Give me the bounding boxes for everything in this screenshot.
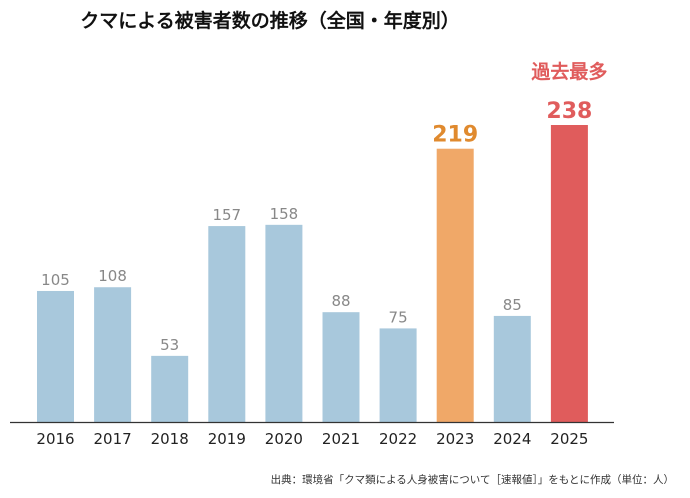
bar-2021 [322,312,360,422]
bar-2017 [94,287,132,422]
bar-2023 [436,148,474,422]
x-tick-2023: 2023 [436,430,474,448]
bar-chart: 105 2016 108 2017 53 2018 157 2019 158 2020 88 2021… [10,60,614,448]
x-tick-2019: 2019 [208,430,246,448]
value-label-2019: 157 [212,206,241,224]
value-label-2021: 88 [331,292,350,310]
x-tick-2021: 2021 [322,430,360,448]
x-tick-2017: 2017 [94,430,132,448]
value-label-2025: 238 [546,99,592,124]
bar-2019 [208,226,246,422]
value-label-2016: 105 [41,271,70,289]
x-tick-2022: 2022 [379,430,417,448]
x-tick-2016: 2016 [36,430,74,448]
chart-title: クマによる被害者数の推移（全国・年度別） [80,10,460,32]
bar-2024 [493,315,531,422]
value-label-2023: 219 [432,123,478,148]
bar-2022 [379,328,417,422]
value-label-2024: 85 [503,296,522,314]
value-label-2020: 158 [270,205,299,223]
x-tick-2018: 2018 [151,430,189,448]
x-tick-2020: 2020 [265,430,303,448]
bar-2020 [265,224,303,422]
source-note: 出典：環境省「クマ類による人身被害について［速報値］」をもとに作成（単位：人） [270,474,674,486]
x-tick-2025: 2025 [550,430,588,448]
bar-2018 [151,355,189,422]
value-label-2022: 75 [389,308,408,326]
bar-2025 [550,125,588,422]
x-tick-2024: 2024 [493,430,531,448]
bar-2016 [37,290,74,422]
annotation-record-high: 過去最多 [531,60,607,83]
value-label-2018: 53 [160,336,179,354]
value-label-2017: 108 [98,267,127,285]
